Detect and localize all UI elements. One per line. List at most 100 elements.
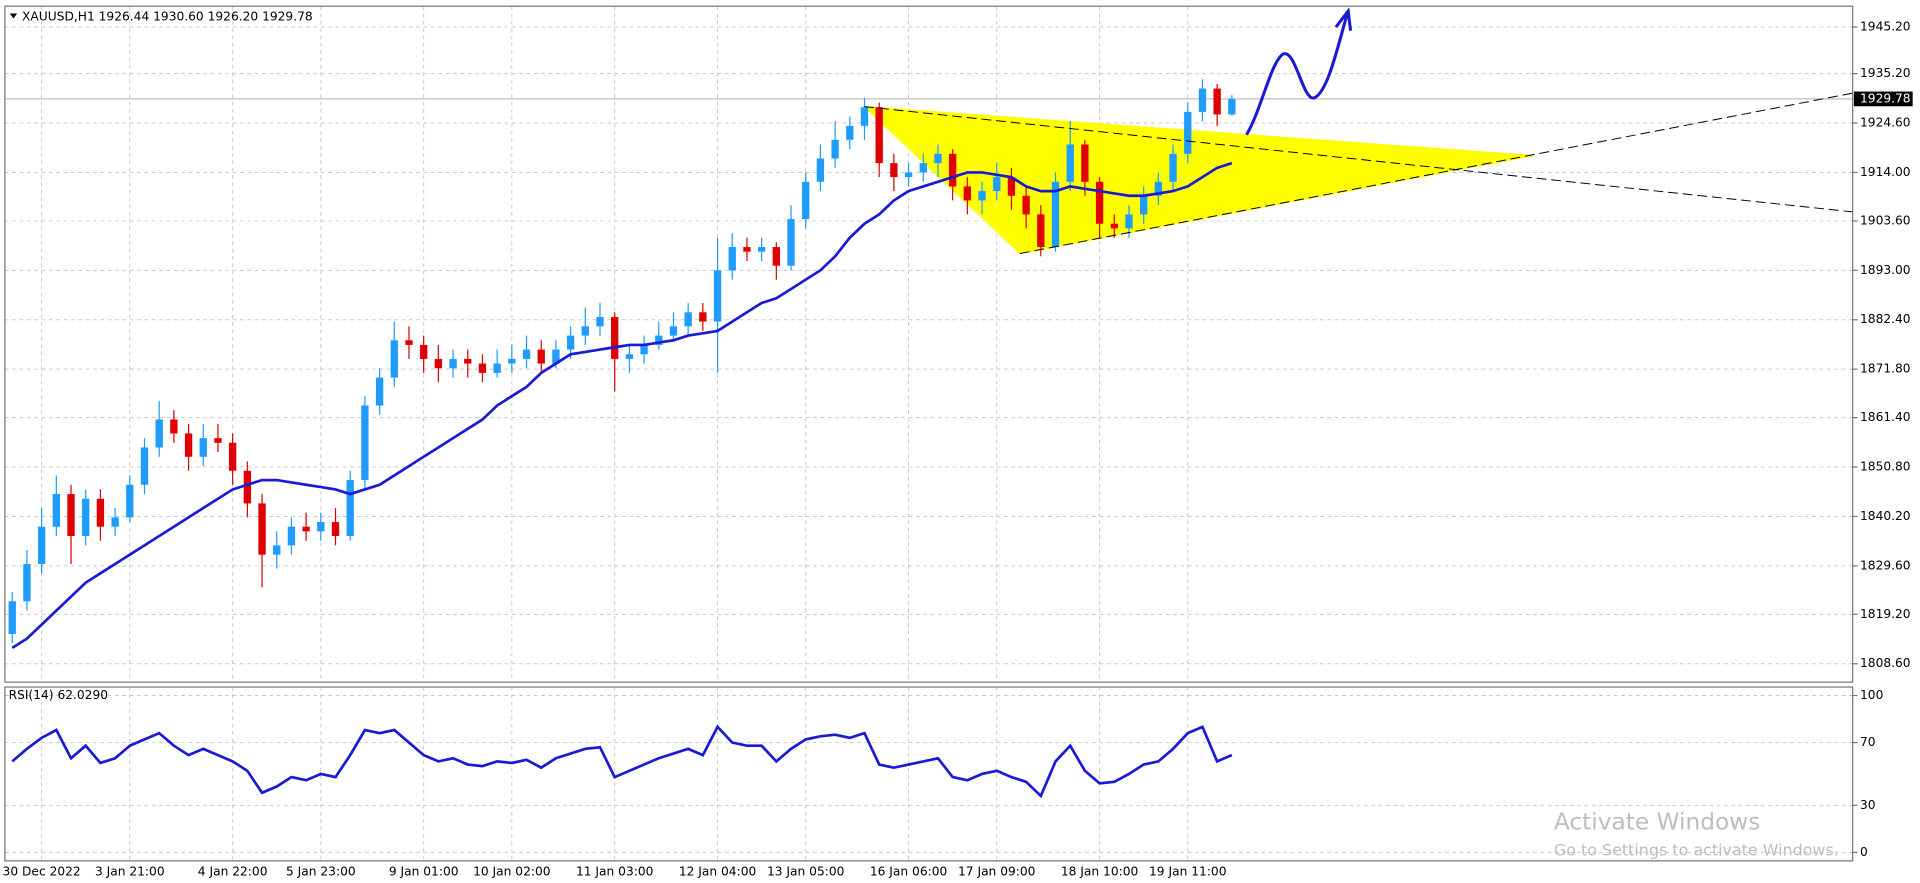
candle-body bbox=[904, 172, 913, 178]
candle-body bbox=[669, 326, 678, 336]
candle-body bbox=[1110, 223, 1118, 229]
candle-body bbox=[1007, 177, 1016, 196]
candle-body bbox=[860, 107, 869, 126]
candle-body bbox=[948, 153, 957, 187]
x-tick-label: 19 Jan 11:00 bbox=[1149, 864, 1226, 878]
candle-body bbox=[875, 107, 883, 164]
forecast-arrow bbox=[1245, 14, 1349, 136]
candle-body bbox=[52, 494, 60, 527]
candle-body bbox=[978, 191, 986, 201]
candle-body bbox=[449, 358, 457, 369]
candle-body bbox=[273, 545, 281, 555]
x-tick-label: 11 Jan 03:00 bbox=[576, 864, 653, 878]
candle-body bbox=[420, 344, 428, 359]
candle-body bbox=[1022, 195, 1030, 215]
candle-body bbox=[713, 270, 722, 322]
y-tick-label: 30 bbox=[1860, 798, 1876, 812]
candle-body bbox=[655, 335, 663, 345]
y-tick-label: 1945.20 bbox=[1860, 20, 1911, 34]
candle-body bbox=[126, 484, 134, 518]
y-tick-label: 1893.00 bbox=[1860, 263, 1911, 277]
candle-body bbox=[1140, 195, 1148, 215]
y-tick-label: 70 bbox=[1860, 735, 1876, 749]
y-tick-label: 1808.60 bbox=[1860, 656, 1911, 670]
candle-body bbox=[82, 498, 90, 537]
collapse-icon bbox=[9, 13, 18, 19]
candle-body bbox=[1051, 181, 1060, 248]
candle-body bbox=[552, 349, 560, 364]
arrow-head bbox=[1334, 7, 1353, 31]
candle-body bbox=[67, 494, 75, 537]
candle-body bbox=[199, 438, 207, 457]
price-label-box bbox=[1853, 91, 1913, 107]
candle-body bbox=[596, 316, 604, 327]
candle-body bbox=[581, 326, 589, 336]
candle-body bbox=[346, 480, 354, 537]
marks-layer bbox=[8, 79, 1236, 799]
candle-body bbox=[228, 442, 237, 471]
candle-body bbox=[214, 438, 222, 443]
candle-body bbox=[1213, 88, 1221, 115]
candle-body bbox=[757, 247, 766, 252]
candle-body bbox=[611, 316, 619, 359]
y-tick-label: 1924.60 bbox=[1860, 116, 1911, 130]
candle-body bbox=[331, 522, 340, 537]
x-tick-label: 3 Jan 21:00 bbox=[95, 864, 165, 878]
x-tick-label: 10 Jan 02:00 bbox=[473, 864, 550, 878]
y-tick-label: 1829.60 bbox=[1860, 558, 1911, 572]
candle-body bbox=[1081, 144, 1089, 182]
candle-body bbox=[846, 125, 854, 140]
candle-body bbox=[1095, 181, 1104, 224]
y-tick-label: 1850.80 bbox=[1860, 460, 1911, 474]
rsi-panel-frame bbox=[4, 686, 1854, 862]
candle-body bbox=[464, 358, 472, 364]
candle-body bbox=[1184, 111, 1192, 154]
y-tick-label: 1903.60 bbox=[1860, 213, 1911, 227]
candle-body bbox=[566, 335, 575, 350]
watermark-title: Activate Windows bbox=[1554, 808, 1760, 835]
candle-body bbox=[728, 247, 736, 271]
candle-body bbox=[37, 526, 46, 564]
x-tick-label: 18 Jan 10:00 bbox=[1061, 864, 1138, 878]
x-tick-label: 5 Jan 23:00 bbox=[286, 864, 356, 878]
candle-body bbox=[787, 219, 795, 266]
candle-body bbox=[816, 158, 825, 182]
x-tick-label: 16 Jan 06:00 bbox=[870, 864, 947, 878]
candle-body bbox=[375, 377, 384, 406]
candle-body bbox=[361, 405, 369, 481]
chart-header: XAUUSD,H1 1926.44 1930.60 1926.20 1929.7… bbox=[22, 10, 313, 24]
candle-body bbox=[96, 498, 105, 527]
y-tick-label: 1819.20 bbox=[1860, 607, 1911, 621]
candle-body bbox=[508, 358, 516, 364]
moving-average bbox=[11, 161, 1233, 650]
watermark-subtitle: Go to Settings to activate Windows. bbox=[1554, 841, 1839, 860]
candle-body bbox=[1198, 88, 1207, 112]
candle-body bbox=[434, 358, 443, 369]
candle-body bbox=[493, 363, 501, 373]
candle-body bbox=[1169, 153, 1177, 182]
candle-body bbox=[478, 363, 487, 373]
x-tick-label: 17 Jan 09:00 bbox=[958, 864, 1035, 878]
y-tick-label: 100 bbox=[1860, 688, 1883, 702]
candle-body bbox=[23, 563, 31, 602]
candle-body bbox=[743, 247, 751, 252]
candle-body bbox=[699, 312, 707, 322]
candle-body bbox=[243, 470, 252, 504]
rsi-title: RSI(14) 62.0290 bbox=[9, 688, 108, 702]
candle-body bbox=[184, 433, 193, 457]
candle-body bbox=[155, 419, 163, 448]
candle-body bbox=[287, 526, 296, 546]
candle-body bbox=[390, 340, 398, 378]
candle-body bbox=[625, 354, 634, 359]
candle-body bbox=[890, 163, 898, 178]
candle-body bbox=[111, 517, 119, 527]
candle-body bbox=[1154, 181, 1163, 196]
candle-body bbox=[302, 526, 310, 532]
candle-body bbox=[405, 340, 413, 345]
rsi-line bbox=[11, 724, 1233, 799]
candle-body bbox=[1066, 144, 1074, 182]
candle-body bbox=[1125, 214, 1133, 229]
y-tick-label: 1861.40 bbox=[1860, 410, 1911, 424]
x-tick-label: 4 Jan 22:00 bbox=[198, 864, 268, 878]
